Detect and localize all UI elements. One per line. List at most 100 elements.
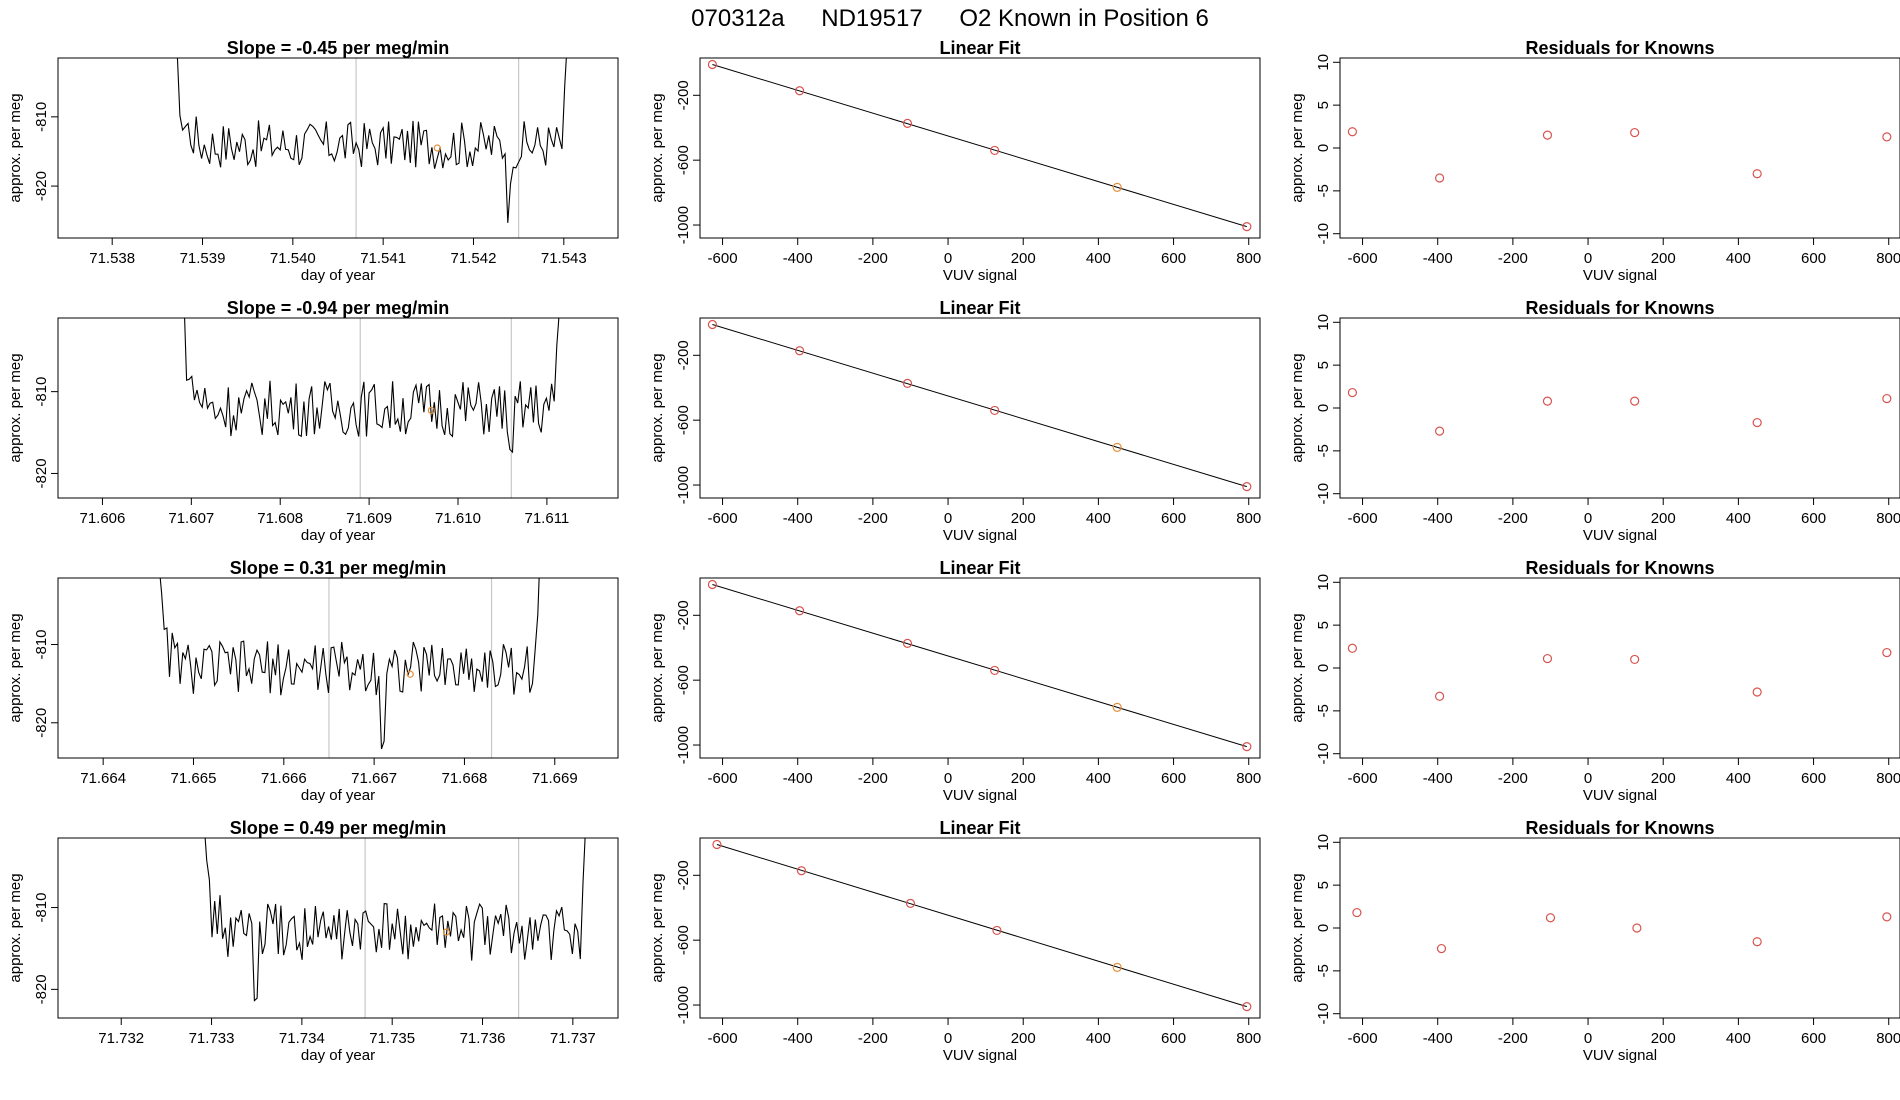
x-tick-label: -600 [708, 1030, 738, 1047]
x-tick-label: 600 [1801, 1030, 1826, 1047]
residual-point [1752, 937, 1762, 947]
residual-point [1347, 127, 1358, 137]
figure-title: 070312a ND19517 O2 Known in Position 6 [691, 5, 1209, 32]
x-tick-label: 0 [1584, 1030, 1592, 1047]
x-tick-label: 71.736 [460, 1030, 506, 1047]
residual-point [1752, 169, 1762, 179]
x-tick-label: 71.735 [369, 1030, 415, 1047]
x-tick-label: -200 [858, 250, 888, 267]
y-tick-label: 0 [1315, 404, 1332, 412]
x-tick-label: 71.733 [189, 1030, 235, 1047]
x-tick-label: -600 [708, 510, 738, 527]
fit-point [1112, 702, 1122, 713]
panel-title: Linear Fit [939, 38, 1020, 58]
series-line [176, 58, 567, 223]
y-tick-label: -820 [33, 171, 50, 201]
x-tick-label: 200 [1011, 770, 1036, 787]
x-tick-label: 200 [1011, 1030, 1036, 1047]
fit-point [1112, 442, 1122, 453]
x-tick-label: 400 [1726, 770, 1751, 787]
x-axis-label: VUV signal [1583, 1047, 1657, 1064]
plot-frame [57, 577, 619, 759]
x-axis-label: VUV signal [943, 1047, 1017, 1064]
y-tick-label: 0 [1315, 924, 1332, 932]
x-tick-label: 400 [1086, 770, 1111, 787]
residual-point [1882, 647, 1892, 658]
x-tick-label: 71.539 [180, 250, 226, 267]
x-tick-label: 400 [1726, 1030, 1751, 1047]
y-axis-label: approx. per meg [7, 93, 24, 202]
fit-point [992, 925, 1002, 936]
x-tick-label: 71.611 [525, 510, 570, 527]
panel-title: Residuals for Knowns [1525, 298, 1714, 318]
x-tick-label: 71.541 [360, 250, 406, 267]
x-tick-label: 71.610 [435, 510, 481, 527]
x-axis-label: VUV signal [1583, 527, 1657, 544]
known-point [442, 928, 450, 936]
fit-point [794, 606, 805, 616]
plot-frame [1339, 837, 1900, 1019]
known-description: O2 Known in Position 6 [959, 5, 1208, 32]
y-tick-label: -820 [33, 458, 50, 488]
x-tick-label: 600 [1161, 1030, 1186, 1047]
series-line [184, 318, 560, 454]
panel-residuals-row2: Residuals for Knowns -600 -400 -200 0 200 400 6… [1289, 298, 1900, 544]
residual-point [1545, 913, 1556, 923]
residual-point [1434, 173, 1445, 183]
panel-title: Linear Fit [939, 818, 1020, 838]
fit-point [1242, 482, 1252, 492]
fit-point [707, 319, 718, 330]
x-tick-label: -600 [708, 770, 738, 787]
residual-point [1352, 907, 1362, 918]
y-tick-label: -1000 [675, 206, 692, 244]
fit-line [712, 324, 1247, 488]
panel-title: Residuals for Knowns [1525, 558, 1714, 578]
x-tick-label: 71.734 [279, 1030, 325, 1047]
x-tick-label: 71.609 [346, 510, 392, 527]
x-axis-label: day of year [301, 267, 375, 284]
fit-line [716, 844, 1247, 1008]
x-tick-label: -200 [858, 770, 888, 787]
y-tick-label: -200 [675, 80, 692, 110]
y-tick-label: 10 [1315, 314, 1332, 331]
y-tick-label: -1000 [675, 726, 692, 764]
panel-title: Linear Fit [939, 298, 1020, 318]
x-tick-label: 71.540 [270, 250, 316, 267]
x-tick-label: 71.538 [89, 250, 135, 267]
x-tick-label: -200 [1498, 770, 1528, 787]
panel-linear_fit-row4: Linear Fit -600 -400 -200 0 200 400 600 800 -200 -… [649, 818, 1261, 1064]
y-axis-label: approx. per meg [649, 93, 666, 202]
y-tick-label: 10 [1315, 834, 1332, 851]
residual-point [1882, 132, 1892, 142]
x-tick-label: 0 [944, 510, 952, 527]
y-tick-label: -810 [33, 377, 50, 407]
plot-frame [1339, 577, 1900, 759]
x-axis-label: day of year [301, 1047, 375, 1064]
x-tick-label: -400 [1423, 510, 1453, 527]
x-axis-label: VUV signal [943, 527, 1017, 544]
x-axis-label: VUV signal [943, 787, 1017, 804]
residual-point [1542, 396, 1553, 406]
x-axis-label: day of year [301, 787, 375, 804]
panel-timeseries-row4: Slope = 0.49 per meg/min 71.732 71.733 71.7… [7, 818, 619, 1064]
known-point [427, 406, 435, 415]
residual-point [1632, 923, 1642, 933]
x-tick-label: 600 [1801, 250, 1826, 267]
y-tick-label: -10 [1315, 1003, 1332, 1025]
panel-residuals-row3: Residuals for Knowns -600 -400 -200 0 200 400 6… [1289, 558, 1900, 804]
x-tick-label: 200 [1651, 250, 1676, 267]
panel-timeseries-row3: Slope = 0.31 per meg/min 71.664 71.665 71.6… [7, 558, 619, 804]
y-tick-label: 0 [1315, 144, 1332, 152]
y-axis-label: approx. per meg [1289, 93, 1306, 202]
x-tick-label: 0 [1584, 510, 1592, 527]
residual-point [1882, 393, 1892, 404]
fit-point [990, 665, 1000, 676]
panel-title: Residuals for Knowns [1525, 818, 1714, 838]
residual-point [1436, 943, 1447, 954]
x-tick-label: 400 [1086, 250, 1111, 267]
y-tick-label: -200 [675, 340, 692, 370]
x-tick-label: 71.732 [98, 1030, 144, 1047]
x-tick-label: 71.667 [351, 770, 397, 787]
fit-line [712, 64, 1247, 228]
